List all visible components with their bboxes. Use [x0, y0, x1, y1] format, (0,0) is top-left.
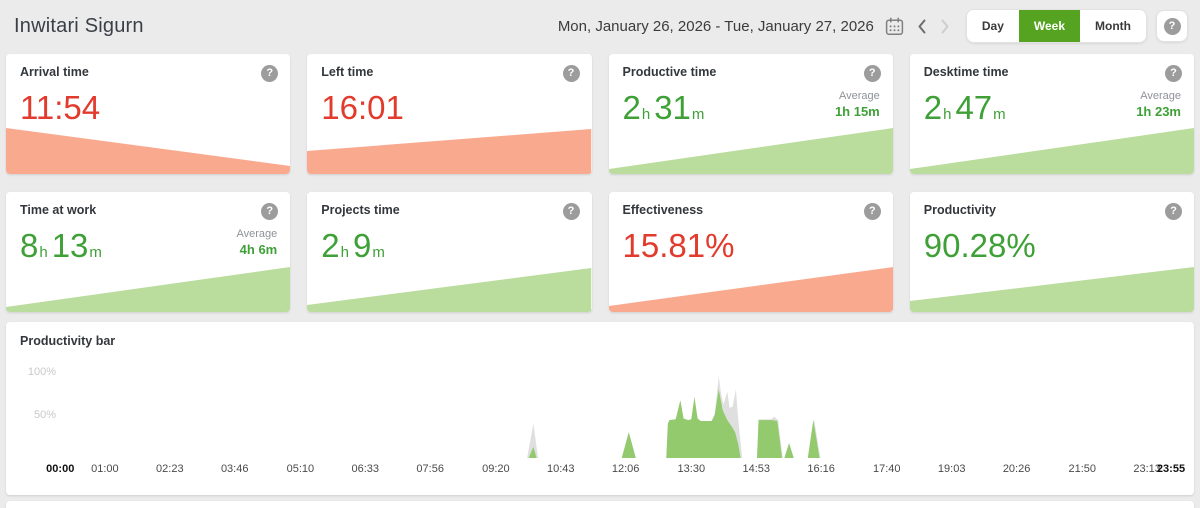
card-title: Projects time — [321, 203, 400, 217]
help-icon[interactable]: ? — [562, 203, 580, 220]
card-average: Average 1h 23m — [1136, 90, 1181, 119]
trend-area — [6, 128, 291, 174]
help-icon[interactable]: ? — [863, 65, 881, 82]
calendar-icon[interactable] — [883, 15, 906, 38]
x-tick: 19:03 — [937, 463, 966, 475]
help-icon[interactable]: ? — [261, 203, 279, 220]
card-title: Desktime time — [923, 65, 1009, 79]
stat-card: Projects time ? 2h 9m — [307, 192, 592, 312]
y-tick-50: 50% — [33, 409, 56, 421]
card-value: 90.28% — [923, 227, 1036, 264]
x-tick: 07:56 — [416, 463, 444, 475]
header: Inwitari Sigurn Mon, January 26, 2026 - … — [0, 0, 1200, 52]
x-tick: 13:30 — [677, 463, 706, 475]
x-tick: 17:40 — [873, 463, 901, 475]
date-controls: Mon, January 26, 2026 - Tue, January 27,… — [558, 9, 1188, 43]
x-tick: 16:16 — [807, 463, 835, 475]
help-icon[interactable]: ? — [1165, 65, 1182, 82]
view-button-day[interactable]: Day — [966, 10, 1019, 42]
card-average: Average 1h 15m — [835, 90, 880, 119]
chevron-right-icon[interactable] — [938, 16, 952, 37]
help-icon[interactable]: ? — [562, 65, 580, 82]
x-tick: 23:55 — [1156, 463, 1186, 475]
average-value: 4h 6m — [239, 242, 278, 257]
question-icon: ? — [1163, 17, 1181, 35]
y-tick-100: 100% — [27, 366, 56, 378]
average-label: Average — [236, 228, 278, 240]
card-value: 2h 47m — [923, 89, 1006, 126]
card-average: Average 4h 6m — [236, 228, 277, 257]
card-title: Productive time — [622, 65, 717, 79]
average-label: Average — [838, 90, 880, 102]
next-panel-edge — [6, 501, 1194, 508]
trend-area — [608, 128, 893, 174]
card-title: Arrival time — [20, 65, 89, 79]
card-value: 11:54 — [20, 89, 101, 126]
trend-area — [6, 267, 291, 312]
card-title: Effectiveness — [622, 203, 704, 217]
help-icon[interactable]: ? — [1165, 203, 1182, 220]
x-tick: 23:13 — [1133, 463, 1161, 475]
stat-card: Productive time ? 2h 31m Average 1h 15m — [608, 54, 893, 174]
stat-card: Arrival time ? 11:54 — [6, 54, 291, 174]
x-axis-labels: 00:00 01:00 02:23 03:46 05:10 06:33 07:56 09:20… — [46, 463, 1185, 477]
card-title: Productivity — [923, 203, 996, 217]
series-productive — [58, 389, 1180, 458]
x-tick: 02:23 — [156, 463, 184, 475]
trend-area — [608, 267, 893, 312]
x-tick: 21:50 — [1068, 463, 1097, 475]
page-title: Inwitari Sigurn — [14, 14, 144, 37]
average-label: Average — [1140, 90, 1181, 102]
card-value: 8h 13m — [20, 227, 102, 264]
stat-card: Productivity ? 90.28% — [909, 192, 1194, 312]
x-tick: 01:00 — [91, 463, 119, 475]
x-tick: 06:33 — [351, 463, 380, 475]
card-value: 16:01 — [321, 89, 404, 126]
trend-area — [909, 267, 1194, 312]
productivity-bar-panel: Productivity bar 100% 50% 00:00 01:00 02:2… — [6, 322, 1194, 495]
card-title: Time at work — [20, 203, 97, 217]
x-tick: 20:26 — [1002, 463, 1031, 475]
x-tick: 03:46 — [220, 463, 249, 475]
card-value: 2h 9m — [321, 227, 385, 264]
stat-card: Time at work ? 8h 13m Average 4h 6m — [6, 192, 291, 312]
stat-card: Left time ? 16:01 — [307, 54, 592, 174]
date-range[interactable]: Mon, January 26, 2026 - Tue, January 27,… — [557, 17, 874, 35]
trend-area — [909, 128, 1194, 174]
card-title: Left time — [321, 65, 374, 79]
average-value: 1h 23m — [1136, 104, 1181, 119]
stat-card: Desktime time ? 2h 47m Average 1h 23m — [909, 54, 1194, 174]
x-tick: 12:06 — [611, 463, 640, 475]
x-tick: 00:00 — [46, 463, 75, 475]
card-value: 15.81% — [622, 227, 735, 264]
trend-area — [307, 268, 592, 312]
view-button-week[interactable]: Week — [1018, 10, 1081, 42]
series-desktime — [58, 376, 1180, 458]
x-tick: 09:20 — [482, 463, 510, 475]
help-icon[interactable]: ? — [863, 203, 881, 220]
chart-title: Productivity bar — [20, 334, 116, 348]
view-toggle: Day Week Month — [965, 9, 1147, 43]
card-value: 2h 31m — [622, 89, 705, 126]
x-tick: 05:10 — [286, 463, 315, 475]
view-button-month[interactable]: Month — [1080, 10, 1146, 42]
x-tick: 14:53 — [742, 463, 770, 475]
chevron-left-icon[interactable] — [915, 16, 929, 37]
help-icon[interactable]: ? — [261, 65, 279, 82]
productivity-area-chart[interactable] — [58, 372, 1180, 458]
stat-cards-grid: Arrival time ? 11:54 Left time ? 16:01 P… — [0, 52, 1200, 312]
trend-area — [307, 129, 592, 174]
x-tick: 10:43 — [546, 463, 575, 475]
header-help-button[interactable]: ? — [1156, 10, 1188, 42]
average-value: 1h 15m — [834, 104, 880, 119]
stat-card: Effectiveness ? 15.81% — [608, 192, 893, 312]
